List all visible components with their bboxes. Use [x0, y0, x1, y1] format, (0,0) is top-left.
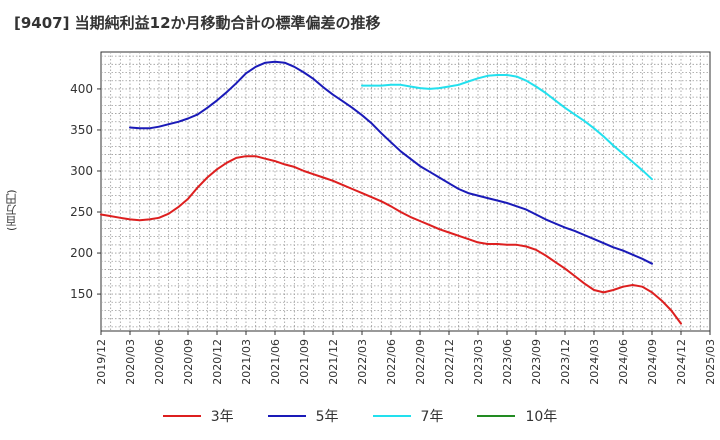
x-tick-label: 2019/12 — [95, 339, 108, 385]
legend-item: 3年 — [162, 406, 234, 426]
y-tick-label: 350 — [70, 123, 93, 137]
legend-item: 7年 — [372, 406, 444, 426]
legend-label: 7年 — [420, 409, 444, 425]
legend-label: 5年 — [315, 409, 339, 425]
x-tick-label: 2023/12 — [559, 339, 572, 385]
series-line-3年 — [100, 155, 682, 325]
x-tick-label: 2024/12 — [675, 339, 688, 385]
x-tick-label: 2024/09 — [646, 339, 659, 385]
x-tick-label: 2022/03 — [356, 339, 369, 385]
x-tick-label: 2023/09 — [530, 339, 543, 385]
x-tick-label: 2021/06 — [269, 339, 282, 385]
chart-title: [9407] 当期純利益12か月移動合計の標準偏差の推移 — [14, 14, 381, 32]
series-line-7年 — [361, 74, 653, 181]
x-tick-label: 2021/09 — [298, 339, 311, 385]
legend-swatch — [162, 415, 201, 417]
y-tick-label: 150 — [70, 287, 93, 301]
x-tick-label: 2022/12 — [443, 339, 456, 385]
x-tick-label: 2025/03 — [704, 339, 717, 385]
x-tick-label: 2020/03 — [124, 339, 137, 385]
x-tick-label: 2020/06 — [153, 339, 166, 385]
x-tick-label: 2020/09 — [182, 339, 195, 385]
x-tick-label: 2024/03 — [588, 339, 601, 385]
x-tick-label: 2022/09 — [414, 339, 427, 385]
legend-label: 3年 — [210, 409, 234, 425]
x-tick-label: 2021/03 — [240, 339, 253, 385]
y-tick-label: 300 — [70, 164, 93, 178]
y-tick-label: 250 — [70, 205, 93, 219]
legend-item: 5年 — [267, 406, 339, 426]
x-tick-label: 2020/12 — [211, 339, 224, 385]
legend-swatch — [477, 415, 516, 417]
x-tick-label: 2023/06 — [501, 339, 514, 385]
x-tick-label: 2021/12 — [327, 339, 340, 385]
legend: 3年 5年 7年 10年 — [0, 404, 720, 428]
legend-label: 10年 — [525, 409, 558, 425]
legend-swatch — [267, 415, 306, 417]
series-line-5年 — [129, 60, 653, 265]
y-tick-label: 200 — [70, 246, 93, 260]
y-tick-label: 400 — [70, 82, 93, 96]
x-tick-label: 2024/06 — [617, 339, 630, 385]
legend-swatch — [372, 415, 411, 417]
legend-item: 10年 — [477, 406, 557, 426]
x-tick-label: 2023/03 — [472, 339, 485, 385]
plot-area — [100, 51, 711, 332]
x-tick-label: 2022/06 — [385, 339, 398, 385]
